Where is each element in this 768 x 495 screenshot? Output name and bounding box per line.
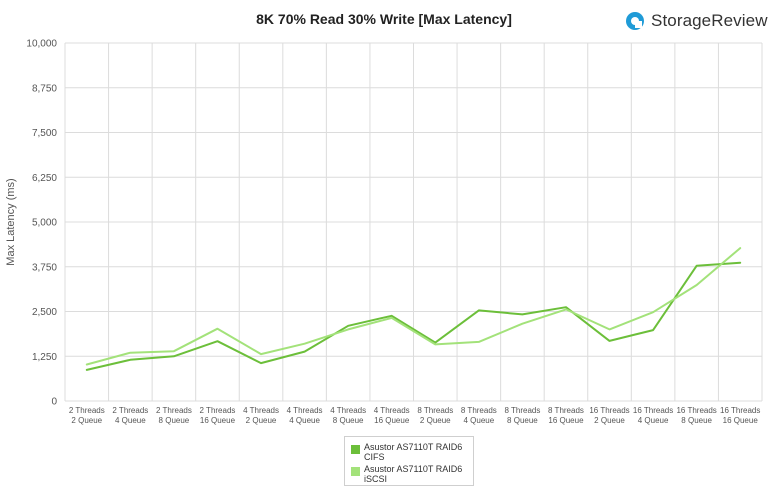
y-tick-label: 1,250 bbox=[32, 352, 57, 363]
brand-logo: StorageReview bbox=[625, 10, 768, 32]
x-tick-label: 16 Threads 4 Queue bbox=[633, 406, 673, 425]
chart-title: 8K 70% Read 30% Write [Max Latency] bbox=[256, 11, 512, 27]
y-axis-ticks: 0 1,250 2,500 3,750 5,000 6,250 7,500 8,750 10,0… bbox=[26, 39, 57, 408]
y-tick-label: 0 bbox=[51, 397, 57, 408]
x-tick-label: 16 Threads 2 Queue bbox=[589, 406, 629, 425]
y-tick-label: 8,750 bbox=[32, 83, 57, 94]
y-tick-label: 2,500 bbox=[32, 307, 57, 318]
x-tick-label: 2 Threads 4 Queue bbox=[112, 406, 148, 425]
x-tick-label: 8 Threads 4 Queue bbox=[461, 406, 497, 425]
y-axis-label: Max Latency (ms) bbox=[5, 178, 17, 265]
y-tick-label: 3,750 bbox=[32, 262, 57, 273]
legend: Asustor AS7110T RAID6 CIFS Asustor AS711… bbox=[344, 436, 474, 486]
brand-name: StorageReview bbox=[651, 11, 768, 30]
y-tick-label: 6,250 bbox=[32, 173, 57, 184]
series-line-1 bbox=[85, 247, 742, 366]
x-tick-label: 2 Threads 16 Queue bbox=[200, 406, 236, 425]
x-tick-label: 8 Threads 16 Queue bbox=[548, 406, 584, 425]
y-tick-label: 5,000 bbox=[32, 218, 57, 229]
legend-item-cifs[interactable]: Asustor AS7110T RAID6 CIFS bbox=[351, 442, 474, 462]
x-tick-label: 4 Threads 16 Queue bbox=[374, 406, 410, 425]
x-tick-label: 2 Threads 2 Queue bbox=[69, 406, 105, 425]
legend-label-iscsi: Asustor AS7110T RAID6 iSCSI bbox=[364, 464, 463, 484]
legend-label-cifs: Asustor AS7110T RAID6 CIFS bbox=[364, 442, 463, 462]
x-tick-label: 16 Threads 16 Queue bbox=[720, 406, 760, 425]
series-line-0 bbox=[85, 261, 742, 371]
series-lines bbox=[85, 247, 742, 371]
x-tick-label: 16 Threads 8 Queue bbox=[676, 406, 716, 425]
storagereview-logo-icon bbox=[626, 12, 644, 30]
legend-item-iscsi[interactable]: Asustor AS7110T RAID6 iSCSI bbox=[351, 464, 474, 484]
y-tick-label: 7,500 bbox=[32, 128, 57, 139]
gridlines bbox=[64, 42, 763, 402]
x-tick-label: 8 Threads 8 Queue bbox=[504, 406, 540, 425]
y-tick-label: 10,000 bbox=[26, 39, 57, 50]
legend-swatch-iscsi bbox=[351, 467, 360, 476]
x-tick-label: 8 Threads 2 Queue bbox=[417, 406, 453, 425]
legend-swatch-cifs bbox=[351, 445, 360, 454]
x-tick-label: 4 Threads 8 Queue bbox=[330, 406, 366, 425]
x-tick-label: 4 Threads 2 Queue bbox=[243, 406, 279, 425]
x-tick-label: 4 Threads 4 Queue bbox=[287, 406, 323, 425]
x-tick-label: 2 Threads 8 Queue bbox=[156, 406, 192, 425]
x-axis-ticks: 2 Threads 2 Queue 2 Threads 4 Queue 2 Thread… bbox=[69, 406, 761, 425]
